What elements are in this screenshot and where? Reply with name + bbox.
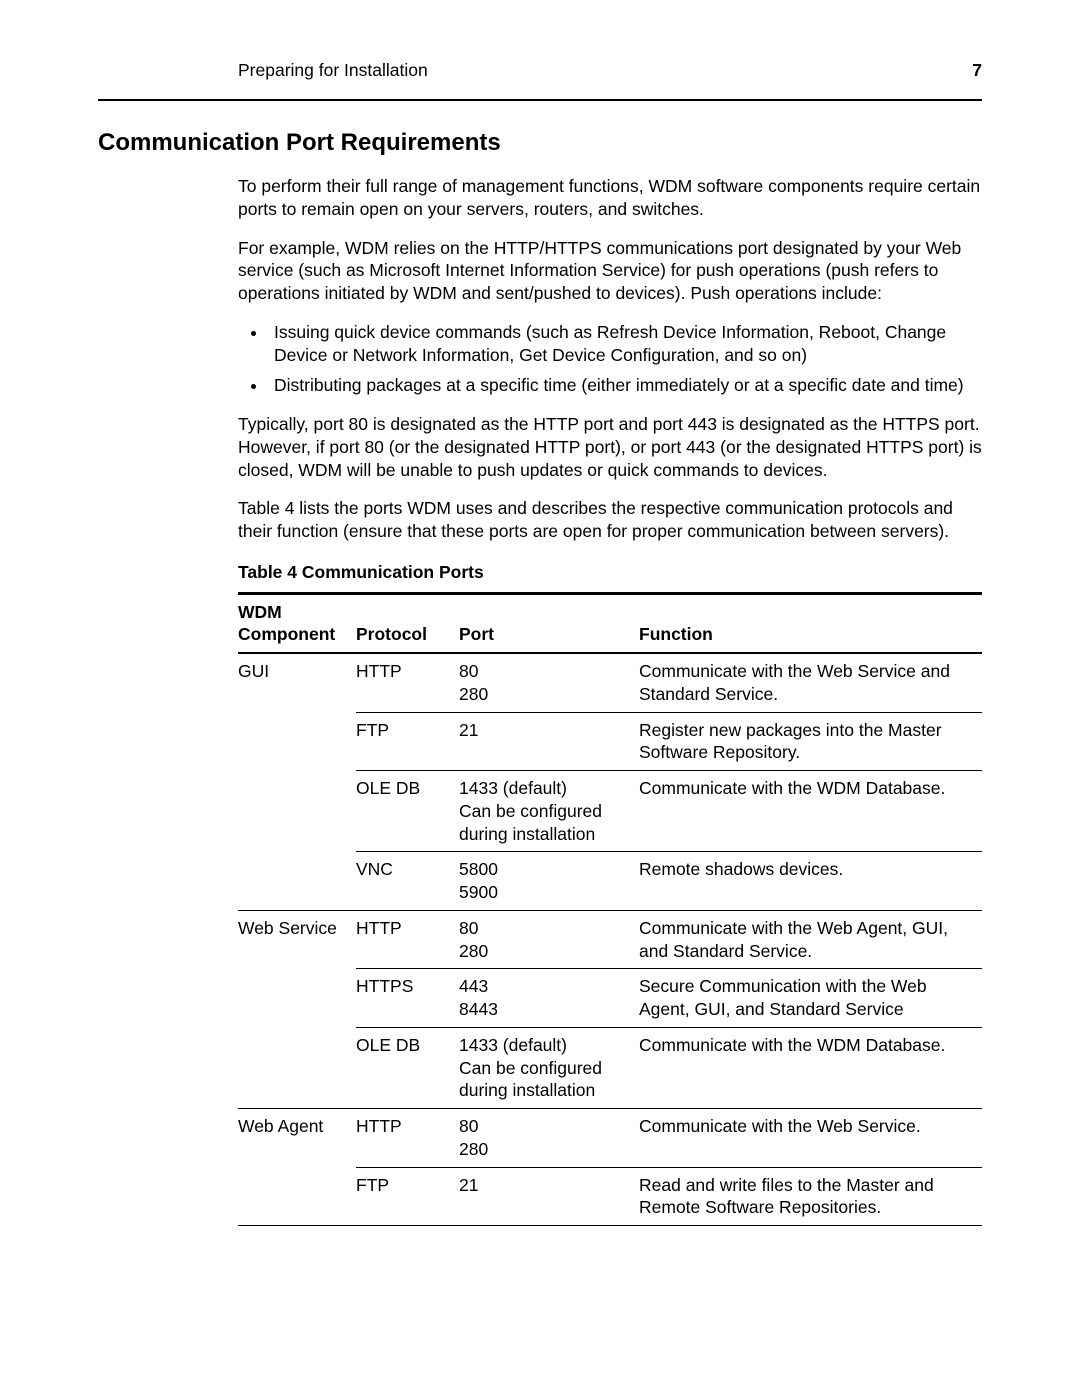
- cell-port: 443 8443: [459, 969, 639, 1028]
- cell-protocol: FTP: [356, 1167, 459, 1226]
- ports-table: WDM Component Protocol Port Function GUI…: [238, 592, 982, 1227]
- paragraph: To perform their full range of managemen…: [238, 175, 982, 221]
- cell-function: Communicate with the Web Service and Sta…: [639, 653, 982, 712]
- page: Preparing for Installation 7 Communicati…: [0, 0, 1080, 1286]
- cell-function: Register new packages into the Master So…: [639, 712, 982, 771]
- cell-function: Communicate with the Web Agent, GUI, and…: [639, 910, 982, 969]
- cell-port: 1433 (default) Can be configured during …: [459, 771, 639, 852]
- paragraph: For example, WDM relies on the HTTP/HTTP…: [238, 237, 982, 305]
- cell-protocol: FTP: [356, 712, 459, 771]
- content-body: To perform their full range of managemen…: [238, 175, 982, 1226]
- paragraph: Table 4 lists the ports WDM uses and des…: [238, 497, 982, 543]
- cell-port: 5800 5900: [459, 852, 639, 911]
- table-row: GUIHTTP80 280Communicate with the Web Se…: [238, 653, 982, 712]
- page-header: Preparing for Installation 7: [238, 60, 982, 81]
- cell-protocol: OLE DB: [356, 771, 459, 852]
- cell-protocol: VNC: [356, 852, 459, 911]
- table-row: Web ServiceHTTP80 280Communicate with th…: [238, 910, 982, 969]
- list-item: Distributing packages at a specific time…: [268, 374, 982, 397]
- cell-function: Remote shadows devices.: [639, 852, 982, 911]
- table-header-row: WDM Component Protocol Port Function: [238, 593, 982, 653]
- th-function: Function: [639, 593, 982, 653]
- header-rule: [98, 99, 982, 101]
- th-protocol: Protocol: [356, 593, 459, 653]
- cell-protocol: HTTP: [356, 653, 459, 712]
- cell-protocol: HTTPS: [356, 969, 459, 1028]
- cell-component: Web Service: [238, 910, 356, 1108]
- table-caption: Table 4 Communication Ports: [238, 561, 982, 584]
- header-left: Preparing for Installation: [238, 60, 428, 81]
- cell-function: Secure Communication with the Web Agent,…: [639, 969, 982, 1028]
- cell-port: 80 280: [459, 910, 639, 969]
- cell-protocol: HTTP: [356, 910, 459, 969]
- cell-port: 21: [459, 712, 639, 771]
- th-port: Port: [459, 593, 639, 653]
- bullet-list: Issuing quick device commands (such as R…: [238, 321, 982, 397]
- cell-port: 80 280: [459, 653, 639, 712]
- cell-function: Communicate with the WDM Database.: [639, 771, 982, 852]
- list-item: Issuing quick device commands (such as R…: [268, 321, 982, 367]
- cell-protocol: HTTP: [356, 1109, 459, 1168]
- cell-port: 80 280: [459, 1109, 639, 1168]
- cell-protocol: OLE DB: [356, 1027, 459, 1108]
- cell-function: Communicate with the WDM Database.: [639, 1027, 982, 1108]
- cell-port: 21: [459, 1167, 639, 1226]
- table-row: Web AgentHTTP80 280Communicate with the …: [238, 1109, 982, 1168]
- cell-port: 1433 (default) Can be configured during …: [459, 1027, 639, 1108]
- section-title: Communication Port Requirements: [98, 129, 982, 157]
- page-number: 7: [972, 60, 982, 81]
- cell-function: Communicate with the Web Service.: [639, 1109, 982, 1168]
- paragraph: Typically, port 80 is designated as the …: [238, 413, 982, 481]
- cell-function: Read and write files to the Master and R…: [639, 1167, 982, 1226]
- cell-component: Web Agent: [238, 1109, 356, 1226]
- th-component: WDM Component: [238, 593, 356, 653]
- cell-component: GUI: [238, 653, 356, 910]
